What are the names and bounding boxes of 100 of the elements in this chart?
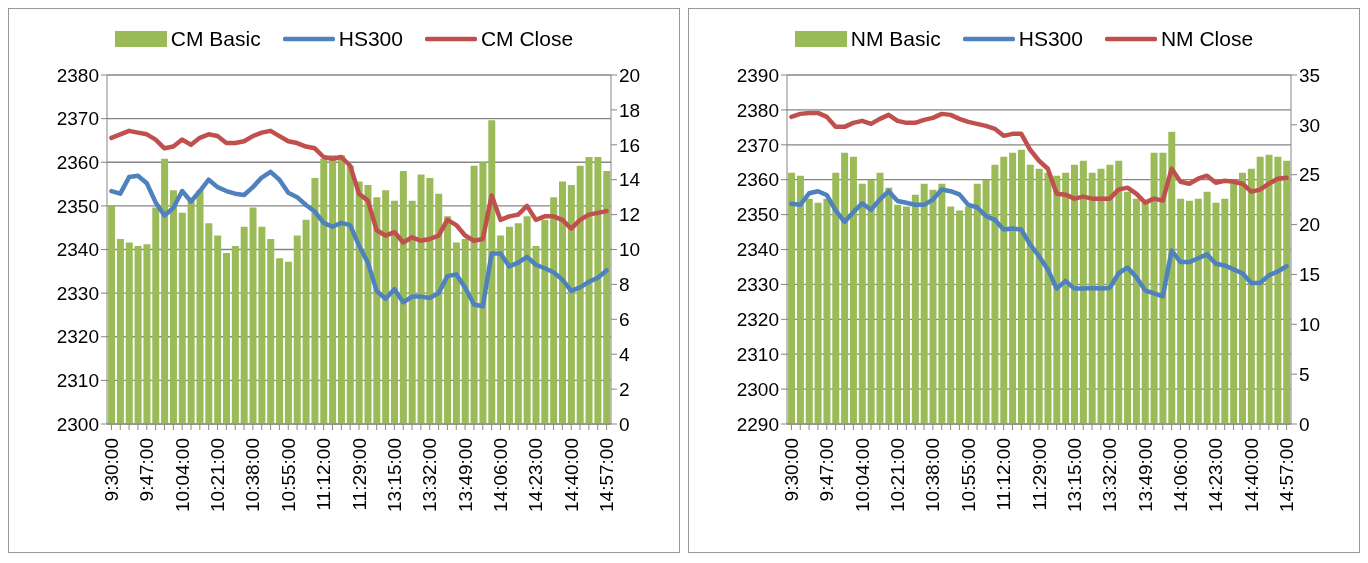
x-tick-label: 10:04:00 xyxy=(171,438,193,512)
bar xyxy=(550,197,558,424)
bar xyxy=(603,170,611,424)
y2-tick-label: 0 xyxy=(1299,413,1310,435)
y-tick-label: 2360 xyxy=(56,151,99,173)
bar xyxy=(911,194,919,424)
y-tick-label: 2320 xyxy=(736,309,779,331)
x-tick-label: 13:49:00 xyxy=(454,438,476,512)
bar xyxy=(337,155,345,424)
x-tick-label: 10:38:00 xyxy=(242,438,264,512)
x-tick-label: 14:23:00 xyxy=(525,438,547,512)
x-tick-label: 11:29:00 xyxy=(348,438,370,511)
bar xyxy=(408,200,416,424)
x-tick-label: 11:12:00 xyxy=(993,438,1015,511)
bar xyxy=(947,206,955,424)
bar xyxy=(805,198,813,424)
bar xyxy=(956,210,964,424)
y2-tick-label: 20 xyxy=(1299,214,1321,236)
bar xyxy=(452,242,460,424)
y-tick-label: 2340 xyxy=(736,239,779,261)
x-tick-label: 10:38:00 xyxy=(922,438,944,512)
bar xyxy=(152,207,160,424)
x-tick-label: 13:15:00 xyxy=(1063,438,1085,512)
x-tick-label: 10:55:00 xyxy=(957,438,979,512)
bar xyxy=(1230,183,1238,424)
bar xyxy=(116,239,124,424)
legend-label: HS300 xyxy=(1018,27,1083,51)
y2-tick-label: 10 xyxy=(1299,314,1321,336)
x-tick-label: 9:47:00 xyxy=(816,438,838,502)
bar xyxy=(161,158,169,424)
bar xyxy=(1124,191,1132,424)
y-tick-label: 2300 xyxy=(736,378,779,400)
bar xyxy=(1053,175,1061,424)
bar xyxy=(1079,160,1087,424)
bar xyxy=(894,204,902,424)
x-tick-label: 14:06:00 xyxy=(1169,438,1191,512)
y-tick-label: 2370 xyxy=(736,134,779,156)
x-tick-label: 14:06:00 xyxy=(489,438,511,512)
bar xyxy=(125,242,133,424)
x-tick-label: 9:47:00 xyxy=(136,438,158,502)
bar xyxy=(1088,172,1096,424)
bar xyxy=(497,235,505,424)
y2-tick-label: 25 xyxy=(1299,164,1321,186)
bar xyxy=(444,216,452,424)
x-tick-label: 14:23:00 xyxy=(1205,438,1227,512)
bar xyxy=(346,165,354,424)
bar xyxy=(1256,156,1264,424)
x-tick-label: 13:32:00 xyxy=(419,438,441,512)
legend-label: CM Basic xyxy=(170,27,261,51)
bar xyxy=(1115,160,1123,424)
bar xyxy=(435,193,443,424)
bar xyxy=(1000,156,1008,424)
x-tick-label: 9:30:00 xyxy=(780,438,802,502)
bar xyxy=(832,172,840,424)
y-tick-label: 2300 xyxy=(56,413,99,435)
bar xyxy=(1239,172,1247,424)
bar xyxy=(1141,202,1149,424)
bar xyxy=(214,235,222,424)
y2-tick-label: 12 xyxy=(619,204,641,226)
bar xyxy=(399,170,407,424)
y-tick-label: 2290 xyxy=(736,413,779,435)
bar xyxy=(849,156,857,424)
y-tick-label: 2310 xyxy=(736,343,779,365)
bar xyxy=(231,246,239,424)
bar xyxy=(267,239,275,424)
bar xyxy=(293,235,301,424)
bar xyxy=(391,200,399,424)
x-tick-label: 14:57:00 xyxy=(1276,438,1298,512)
bar xyxy=(1071,164,1079,424)
bar xyxy=(1132,198,1140,424)
y-tick-label: 2330 xyxy=(56,282,99,304)
bar xyxy=(1017,149,1025,424)
y2-tick-label: 16 xyxy=(619,134,641,156)
y-tick-label: 2350 xyxy=(736,204,779,226)
y-tick-label: 2320 xyxy=(56,326,99,348)
bar xyxy=(903,206,911,424)
bar xyxy=(505,226,513,424)
bar xyxy=(1009,152,1017,424)
x-tick-label: 13:49:00 xyxy=(1134,438,1156,512)
bar xyxy=(841,152,849,424)
x-tick-label: 9:30:00 xyxy=(100,438,122,502)
bar xyxy=(276,258,284,424)
bar xyxy=(788,172,796,424)
bar xyxy=(973,183,981,424)
bar xyxy=(559,181,567,424)
bar xyxy=(964,206,972,424)
bar xyxy=(205,223,213,424)
x-tick-label: 10:21:00 xyxy=(887,438,909,512)
y2-tick-label: 30 xyxy=(1299,114,1321,136)
bar xyxy=(920,183,928,424)
x-tick-label: 13:15:00 xyxy=(383,438,405,512)
x-tick-label: 11:29:00 xyxy=(1028,438,1050,511)
bar xyxy=(1283,160,1291,424)
legend-label: HS300 xyxy=(338,27,403,51)
y2-tick-label: 35 xyxy=(1299,64,1321,86)
bar xyxy=(329,155,337,424)
y-tick-label: 2360 xyxy=(736,169,779,191)
bar xyxy=(223,252,231,424)
y2-tick-label: 10 xyxy=(619,239,641,261)
bar xyxy=(567,184,575,424)
